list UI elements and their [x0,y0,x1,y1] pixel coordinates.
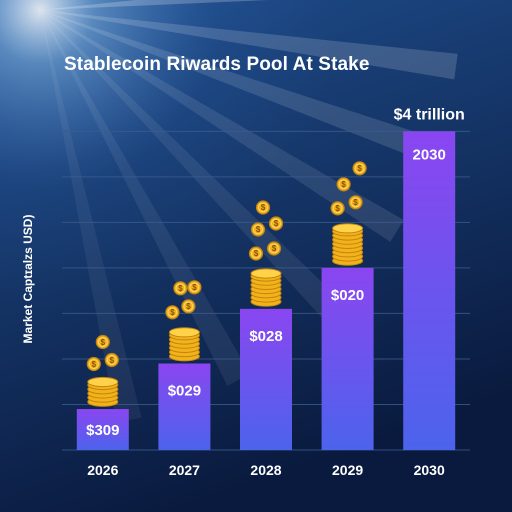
svg-text:$: $ [335,204,340,213]
bar-value-label: 2030 [413,146,446,163]
bars [76,131,456,450]
bar [240,308,292,450]
dollar-coin-icon: $ [336,177,351,192]
dollar-coin-icon: $ [330,201,345,216]
bar [76,409,129,450]
dollar-coin-icon: $ [352,161,367,176]
bar-value-label: $020 [331,287,364,304]
chart-title: Stablecoin Rіwards Pool At Stake [64,54,370,75]
light-ray [40,10,404,242]
dollar-coin-icon: $ [250,222,266,237]
x-tick-label: 2026 [87,462,118,478]
dollar-coin-icon: $ [268,216,284,231]
svg-text:$: $ [170,308,175,317]
x-tick-label: 2028 [250,462,281,478]
dollar-coin-icon: $ [181,299,196,314]
light-ray [40,10,343,320]
dollar-coin-icon: $ [173,281,188,296]
dollar-coin-icon: $ [255,200,271,215]
dollar-coin-icon: $ [86,356,101,372]
dollar-coin-icon: $ [165,305,180,320]
svg-text:$: $ [256,225,261,234]
y-axis-label: Market Captɪalzs USD) [21,214,35,344]
svg-text:$: $ [178,284,183,293]
coin-stack [332,223,364,266]
svg-text:$: $ [272,244,277,253]
dollar-coin-icon: $ [248,246,264,261]
dollar-coin-icon: $ [95,334,110,350]
x-tick-label: 2029 [332,462,363,478]
coins: $ $$$$$ $$$$$$ $$$$ [86,161,367,407]
svg-text:$: $ [92,360,97,369]
dollar-coin-icon: $ [266,241,282,256]
svg-text:$: $ [110,356,115,365]
dollar-coin-icon: $ [348,195,363,210]
x-tick-label: 2027 [169,462,200,478]
bar [403,131,456,450]
bar [321,267,374,450]
coin-stack [250,268,282,307]
light-ray [40,10,458,80]
x-tick-label: 2030 [414,462,445,478]
dollar-coin-icon: $ [187,280,202,295]
light-ray [40,10,142,423]
bar-value-label: $028 [249,328,282,345]
svg-text:$: $ [254,249,259,258]
svg-text:$: $ [192,283,197,292]
light-ray [40,10,440,164]
svg-text:$: $ [341,180,346,189]
coin-stack [168,327,200,362]
dollar-coin-icon: $ [104,352,119,368]
svg-text:$: $ [101,338,106,347]
svg-text:$: $ [186,302,191,311]
svg-text:$: $ [353,198,358,207]
top-annotation: $4 trillion [394,106,465,123]
svg-text:$: $ [357,164,362,173]
bar-value-label: $029 [168,383,201,400]
labels: $309 2026 $029 2027 $028 2028 $020 2029 2030 2030… [86,106,465,478]
bar-value-label: $309 [86,422,119,439]
bar [158,363,211,450]
svg-text:$: $ [274,219,279,228]
svg-text:$: $ [261,203,266,212]
coin-stack [87,376,119,407]
light-ray [40,0,270,10]
